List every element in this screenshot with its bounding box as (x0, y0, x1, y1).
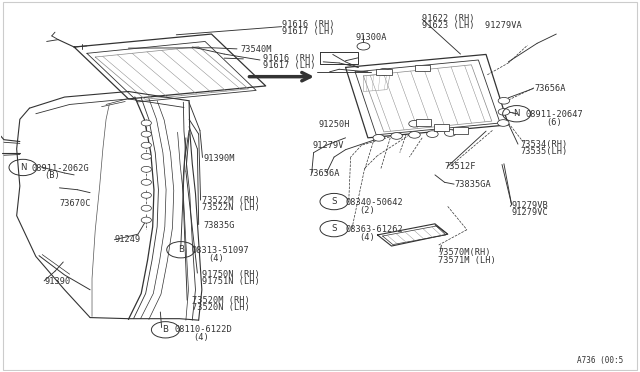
Text: 91616 (RH): 91616 (RH) (262, 54, 315, 62)
Text: S: S (332, 197, 337, 206)
Bar (453, 127, 468, 134)
Circle shape (445, 130, 456, 137)
Text: (6): (6) (547, 118, 563, 127)
Circle shape (141, 217, 152, 223)
Text: N: N (513, 109, 520, 118)
Text: 73571M (LH): 73571M (LH) (438, 256, 496, 264)
Text: (2): (2) (359, 206, 374, 215)
Text: 73535(LH): 73535(LH) (520, 147, 568, 155)
Text: 91623 (LH)  91279VA: 91623 (LH) 91279VA (422, 21, 522, 30)
Text: 91279VC: 91279VC (511, 208, 548, 217)
Text: 91617 (LH): 91617 (LH) (262, 61, 315, 70)
Text: 73520N (LH): 73520N (LH) (192, 303, 250, 312)
Text: 08363-61262: 08363-61262 (346, 225, 403, 234)
Circle shape (497, 120, 509, 126)
Text: 91390: 91390 (44, 277, 70, 286)
Text: A736 (00:5: A736 (00:5 (577, 356, 623, 365)
Text: 08340-50642: 08340-50642 (346, 198, 403, 207)
Circle shape (427, 131, 438, 137)
Text: 91751N (LH): 91751N (LH) (202, 277, 260, 286)
Circle shape (357, 42, 370, 50)
Text: 91279VB: 91279VB (511, 201, 548, 210)
Text: (B): (B) (44, 171, 60, 180)
Text: 73520M (RH): 73520M (RH) (192, 296, 250, 305)
Text: 73570M(RH): 73570M(RH) (438, 248, 491, 257)
Circle shape (409, 121, 420, 127)
Text: (4): (4) (193, 333, 209, 342)
Circle shape (141, 192, 152, 198)
Text: 08911-20647: 08911-20647 (525, 110, 584, 119)
Text: 91249: 91249 (115, 235, 141, 244)
Circle shape (141, 179, 152, 185)
Circle shape (378, 68, 390, 75)
Text: 91390M: 91390M (204, 154, 236, 163)
Circle shape (498, 109, 509, 115)
Circle shape (141, 166, 152, 172)
Text: 73540M: 73540M (240, 45, 271, 54)
Text: 91279V: 91279V (313, 141, 344, 151)
Text: 91300A: 91300A (355, 33, 387, 42)
Circle shape (498, 97, 509, 104)
Circle shape (141, 205, 152, 211)
Circle shape (141, 153, 152, 159)
Circle shape (141, 142, 152, 148)
Circle shape (141, 131, 152, 137)
Circle shape (391, 133, 403, 139)
Text: 73835G: 73835G (204, 221, 236, 230)
Text: N: N (20, 163, 26, 172)
Bar (416, 119, 431, 126)
Text: 73522N (LH): 73522N (LH) (202, 203, 260, 212)
Text: 73522M (RH): 73522M (RH) (202, 196, 260, 205)
Text: 73656A: 73656A (534, 84, 566, 93)
Text: 91250H: 91250H (318, 121, 349, 129)
Circle shape (141, 120, 152, 126)
Text: 08911-2062G: 08911-2062G (31, 164, 89, 173)
Text: 91622 (RH): 91622 (RH) (422, 14, 475, 23)
Text: B: B (163, 325, 168, 334)
Text: 73670C: 73670C (60, 199, 91, 208)
Text: (4): (4) (359, 232, 374, 242)
Text: 91617 (LH): 91617 (LH) (282, 27, 334, 36)
Bar (415, 65, 430, 71)
Text: B: B (178, 245, 184, 254)
Text: (4): (4) (208, 254, 224, 263)
Text: 91616 (RH): 91616 (RH) (282, 20, 334, 29)
Bar (434, 124, 449, 131)
Circle shape (409, 132, 420, 138)
Text: S: S (332, 224, 337, 233)
Text: 08110-6122D: 08110-6122D (174, 325, 232, 334)
Text: 73512F: 73512F (445, 162, 476, 171)
Circle shape (373, 135, 385, 141)
Text: 91750N (RH): 91750N (RH) (202, 270, 260, 279)
Bar (376, 68, 392, 75)
Text: 08313-51097: 08313-51097 (191, 246, 249, 255)
Text: 73656A: 73656A (308, 169, 340, 177)
Text: 73835GA: 73835GA (454, 180, 491, 189)
Text: 73534(RH): 73534(RH) (520, 140, 568, 149)
